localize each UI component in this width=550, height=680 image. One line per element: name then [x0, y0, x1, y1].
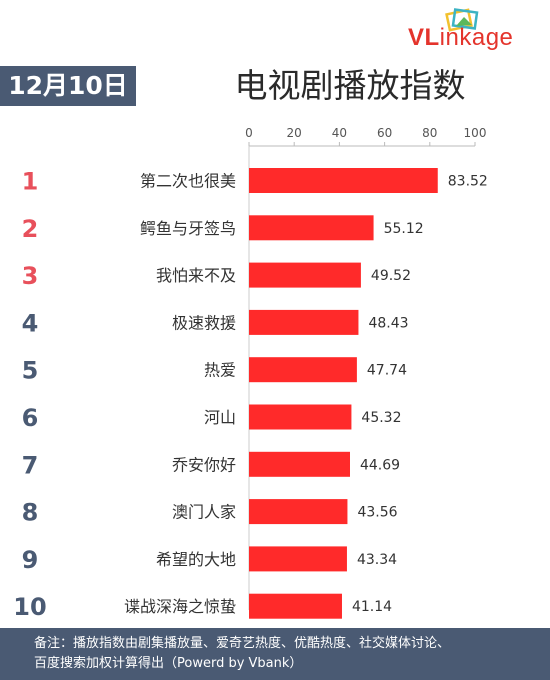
bar — [249, 168, 438, 193]
value-label: 48.43 — [368, 315, 408, 331]
value-label: 43.34 — [357, 552, 397, 568]
category-label: 谍战深海之惊蛰 — [124, 597, 236, 616]
x-tick-label: 20 — [287, 126, 302, 140]
rank-number: 10 — [13, 593, 46, 621]
category-label: 鳄鱼与牙签鸟 — [140, 219, 236, 238]
bar — [249, 357, 357, 383]
rank-number: 2 — [22, 215, 39, 243]
logo-suffix: inkage — [439, 24, 514, 51]
bar — [249, 593, 342, 619]
page-title: 电视剧播放指数 — [234, 66, 466, 105]
value-label: 83.52 — [448, 174, 488, 190]
bar — [249, 499, 348, 525]
logo-frames-icon — [445, 8, 479, 32]
rank-number: 1 — [22, 168, 39, 196]
bar — [249, 262, 361, 288]
rank-number: 4 — [22, 309, 39, 337]
footer-note: 备注：播放指数由剧集播放量、爱奇艺热度、优酷热度、社交媒体讨论、 百度搜索加权计… — [0, 628, 550, 680]
bar — [249, 309, 359, 335]
bar-chart: 0 20 40 60 80 100 1 第二次也很美 83.52 2 鳄鱼与牙签鸟 55.12 3 我怕来… — [13, 126, 488, 621]
logo-wordmark: VLinkage — [408, 24, 513, 52]
rank-number: 8 — [22, 499, 39, 527]
rank-number: 5 — [22, 357, 39, 385]
footer-note-line-2: 百度搜索加权计算得出（Powerd by Vbank） — [34, 656, 303, 671]
category-label: 我怕来不及 — [156, 266, 236, 285]
bar — [249, 546, 347, 572]
value-label: 41.14 — [352, 599, 392, 615]
value-label: 44.69 — [360, 457, 400, 473]
logo-prefix: VL — [408, 24, 440, 51]
category-label: 极速救援 — [172, 313, 236, 332]
x-tick-label: 40 — [332, 126, 347, 140]
rank-number: 9 — [22, 546, 39, 574]
category-label: 澳门人家 — [172, 503, 236, 522]
footer-note-line-1: 备注：播放指数由剧集播放量、爱奇艺热度、优酷热度、社交媒体讨论、 — [34, 636, 451, 651]
x-tick-label: 80 — [422, 126, 437, 140]
value-label: 55.12 — [384, 221, 424, 237]
category-label: 乔安你好 — [172, 455, 236, 474]
value-label: 43.56 — [357, 505, 397, 521]
category-label: 第二次也很美 — [140, 172, 236, 191]
vlinkage-logo: VLinkage — [408, 8, 546, 54]
category-label: 希望的大地 — [156, 550, 236, 569]
rank-number: 6 — [22, 404, 39, 432]
date-badge: 12月10日 — [0, 66, 136, 106]
bar — [249, 451, 350, 477]
x-tick-label: 0 — [245, 126, 253, 140]
rank-number: 7 — [22, 451, 39, 479]
rank-number: 3 — [22, 262, 39, 290]
category-label: 河山 — [204, 408, 236, 427]
bar — [249, 215, 374, 241]
x-tick-label: 100 — [464, 126, 487, 140]
x-tick-label: 60 — [377, 126, 392, 140]
bar — [249, 404, 352, 430]
category-label: 热爱 — [204, 361, 236, 380]
value-label: 45.32 — [361, 410, 401, 426]
value-label: 49.52 — [371, 268, 411, 284]
value-label: 47.74 — [367, 363, 407, 379]
